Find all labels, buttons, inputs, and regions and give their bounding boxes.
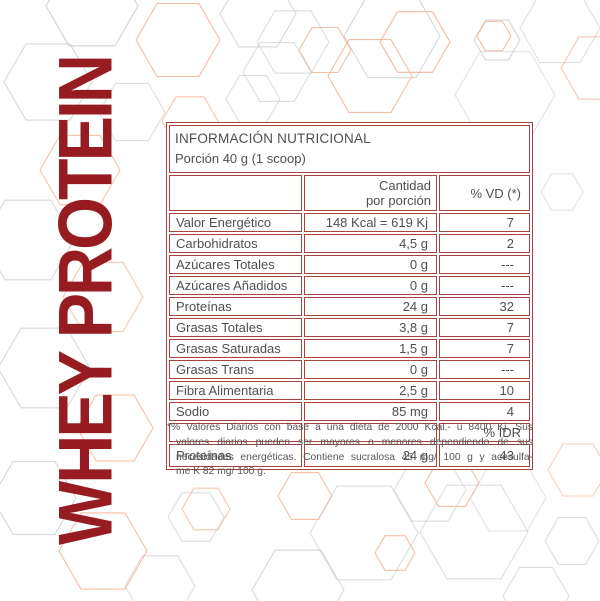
row-amount: 1,5 g: [304, 339, 437, 358]
nutrition-table: INFORMACIÓN NUTRICIONAL Porción 40 g (1 …: [167, 123, 532, 469]
table-row: Grasas Trans 0 g ---: [169, 360, 530, 379]
row-vd: 4: [439, 402, 530, 421]
brand-vertical-title: WHEY PROTEIN: [43, 46, 128, 556]
column-header-row: Cantidad por porción % VD (*): [169, 175, 530, 211]
table-title-cell: INFORMACIÓN NUTRICIONAL Porción 40 g (1 …: [169, 125, 530, 173]
table-row: Sodio 85 mg 4: [169, 402, 530, 421]
table-row: Valor Energético 148 Kcal = 619 Kj 7: [169, 213, 530, 232]
table-title: INFORMACIÓN NUTRICIONAL: [175, 131, 371, 146]
row-vd: 10: [439, 381, 530, 400]
brand-vertical-title-text: WHEY PROTEIN: [43, 57, 129, 545]
header-vd-cell: % VD (*): [439, 175, 530, 211]
row-label: Fibra Alimentaria: [169, 381, 302, 400]
row-vd: 7: [439, 339, 530, 358]
idr-empty-label-cell: [169, 423, 302, 442]
row-vd: 32: [439, 297, 530, 316]
idr-empty-amount-cell: [304, 423, 437, 442]
table-row: Proteínas 24 g 32: [169, 297, 530, 316]
row-idr: 43: [439, 444, 530, 467]
row-label: Azúcares Añadidos: [169, 276, 302, 295]
footnote-line: valores diarios pueden ser mayores o men…: [176, 436, 533, 448]
serving-size: Porción 40 g (1 scoop): [175, 151, 306, 166]
daily-values-footnote: *% Valores Diarios con base a una dieta …: [167, 421, 533, 480]
footnote-line: *% Valores Diarios con base a una dieta …: [167, 422, 533, 433]
header-amount-line1: Cantidad: [378, 178, 431, 193]
row-vd: 2: [439, 234, 530, 253]
idr-header-row: % IDR: [169, 423, 530, 442]
table-title-row: INFORMACIÓN NUTRICIONAL Porción 40 g (1 …: [169, 125, 530, 173]
idr-protein-row: Proteínas 24 g 43: [169, 444, 530, 467]
idr-header-cell: % IDR: [439, 423, 530, 442]
header-amount-line2: por porción: [365, 193, 431, 208]
row-amount: 85 mg: [304, 402, 437, 421]
row-amount: 0 g: [304, 255, 437, 274]
table-row: Carbohidratos 4,5 g 2: [169, 234, 530, 253]
row-label: Azúcares Totales: [169, 255, 302, 274]
row-amount: 24 g: [304, 444, 437, 467]
nutrition-facts-table: INFORMACIÓN NUTRICIONAL Porción 40 g (1 …: [166, 122, 533, 470]
footnote-line: necesidades energéticas. Contiene sucral…: [176, 451, 533, 463]
row-label: Grasas Totales: [169, 318, 302, 337]
row-label: Sodio: [169, 402, 302, 421]
row-amount: 3,8 g: [304, 318, 437, 337]
row-amount: 0 g: [304, 276, 437, 295]
row-vd: ---: [439, 276, 530, 295]
row-amount: 148 Kcal = 619 Kj: [304, 213, 437, 232]
row-label: Grasas Trans: [169, 360, 302, 379]
header-empty-cell: [169, 175, 302, 211]
footnote-line: me K 82 mg/ 100 g.: [176, 466, 266, 478]
row-amount: 0 g: [304, 360, 437, 379]
table-row: Azúcares Añadidos 0 g ---: [169, 276, 530, 295]
row-amount: 4,5 g: [304, 234, 437, 253]
row-vd: 7: [439, 213, 530, 232]
table-row: Grasas Totales 3,8 g 7: [169, 318, 530, 337]
row-amount: 2,5 g: [304, 381, 437, 400]
row-vd: ---: [439, 360, 530, 379]
table-row: Fibra Alimentaria 2,5 g 10: [169, 381, 530, 400]
row-label: Proteínas: [169, 297, 302, 316]
header-amount-cell: Cantidad por porción: [304, 175, 437, 211]
row-label: Grasas Saturadas: [169, 339, 302, 358]
row-vd: 7: [439, 318, 530, 337]
table-row: Grasas Saturadas 1,5 g 7: [169, 339, 530, 358]
table-row: Azúcares Totales 0 g ---: [169, 255, 530, 274]
row-label: Proteínas: [169, 444, 302, 467]
row-vd: ---: [439, 255, 530, 274]
row-label: Carbohidratos: [169, 234, 302, 253]
row-amount: 24 g: [304, 297, 437, 316]
row-label: Valor Energético: [169, 213, 302, 232]
